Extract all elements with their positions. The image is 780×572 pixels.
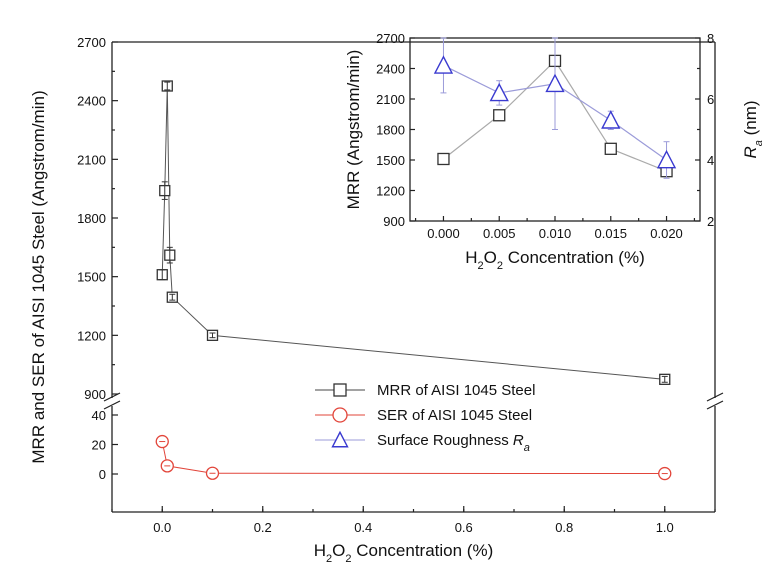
inset-y2-tick-label: 2 [707,214,714,229]
inset-x-tick-label: 0.010 [539,226,572,241]
legend-square-marker-box [333,383,347,397]
inset-x-tick-label: 0.000 [427,226,460,241]
mrr-error-bar [159,269,166,281]
ser-line [161,441,665,475]
main-y-tick-label: 2100 [77,152,106,167]
legend-label: Surface Roughness Ra [377,432,530,454]
legend-circle-marker [332,407,348,423]
inset-mrr-marker [437,152,450,166]
inset-y2-tick-label: 4 [707,153,714,168]
right-break-mark-1 [706,392,724,402]
inset-y-tick-label: 2100 [376,92,405,107]
mrr-error-bar [209,332,216,339]
mrr-error-bar [161,181,168,200]
inset-x-tick-label: 0.020 [650,226,683,241]
inset-y-tick-label: 1500 [376,153,405,168]
main-lower-y-tick-label: 20 [92,438,106,453]
inset-ra-marker [656,149,677,169]
inset-x-axis-title: H2O2 Concentration (%) [465,248,645,272]
inset-mrr-marker-box [437,152,450,166]
mrr-error-bar [164,81,171,91]
legend-square-marker [333,383,347,397]
main-x-axis-title: H2O2 Concentration (%) [314,541,494,565]
main-y-tick-label: 2700 [77,35,106,50]
left-break-mark-2 [103,400,121,410]
inset-y2-axis-title: Ra (nm) [741,100,765,158]
inset-y2-tick-label: 8 [707,31,714,46]
inset-y-tick-label: 900 [383,214,405,229]
inset-ra-marker [433,55,454,74]
main-y-tick-label: 1200 [77,328,106,343]
main-x-tick-label: 0.4 [354,520,372,535]
inset-y-tick-label: 2700 [376,31,405,46]
inset-y-tick-label: 1200 [376,184,405,199]
main-x-tick-label: 1.0 [656,520,674,535]
main-x-tick-label: 0.2 [254,520,272,535]
inset-y-tick-label: 1800 [376,123,405,138]
main-x-tick-label: 0.6 [455,520,473,535]
inset-y-tick-label: 2400 [376,62,405,77]
main-x-tick-label: 0.8 [555,520,573,535]
mrr-error-bar [169,293,176,301]
legend-triangle-marker [331,430,349,448]
main-y-axis-title: MRR and SER of AISI 1045 Steel (Angstrom… [29,90,48,463]
inset-x-tick-label: 0.005 [483,226,516,241]
inset-y2-tick-label: 6 [707,92,714,107]
main-y-tick-label: 900 [84,387,106,402]
inset-mrr-marker-box [604,142,617,155]
inset-mrr-marker [604,142,617,155]
main-y-tick-label: 2400 [77,94,106,109]
mrr-error-bar [166,246,173,264]
main-lower-y-tick-label: 0 [99,467,106,482]
mrr-error-bar [661,375,668,383]
main-y-tick-label: 1500 [77,270,106,285]
legend-label: MRR of AISI 1045 Steel [377,382,535,399]
main-y-tick-label: 1800 [77,211,106,226]
main-lower-y-tick-label: 40 [92,408,106,423]
inset-y-axis-title: MRR (Angstrom/min) [344,50,363,210]
inset-ra-marker [601,110,621,129]
legend-label: SER of AISI 1045 Steel [377,407,532,424]
inset-mrr-marker-box [493,109,506,122]
inset-x-tick-label: 0.015 [594,226,627,241]
main-x-tick-label: 0.0 [153,520,171,535]
inset-ra-marker [489,82,509,102]
inset-mrr-marker [493,109,506,122]
inset-ra-marker [545,73,565,93]
right-break-mark-2 [706,400,724,410]
